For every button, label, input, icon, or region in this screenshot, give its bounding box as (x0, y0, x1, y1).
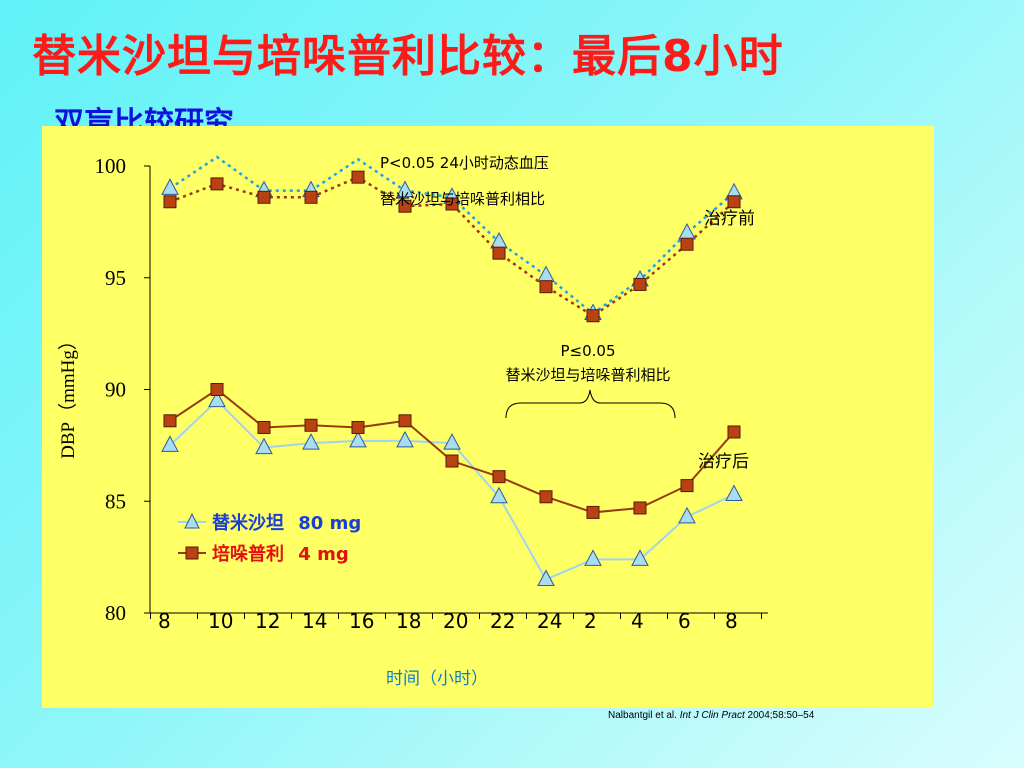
x-axis-label: 时间（小时） (386, 669, 488, 689)
y-tick-label: 85 (105, 489, 126, 513)
triangle-marker (537, 265, 555, 283)
series-3-square-dotted (163, 170, 741, 323)
x-tick-label: 2 (584, 609, 597, 633)
square-marker (398, 414, 412, 428)
annotation-top-p: P<0.05 24小时动态血压 (380, 154, 549, 172)
square-marker (163, 195, 177, 209)
triangle-marker (255, 437, 273, 455)
square-marker (304, 418, 318, 432)
x-ticks: 8 10 12 14 16 18 20 22 24 2 4 6 8 (150, 609, 762, 633)
square-marker (633, 277, 647, 291)
square-marker (210, 177, 224, 191)
square-marker (586, 505, 600, 519)
legend-perindopril-name: 培哚普利 (212, 543, 284, 565)
y-ticks: 80 85 90 95 100 (95, 154, 150, 625)
citation: Nalbantgil et al. Int J Clin Pract 2004;… (608, 710, 814, 721)
x-tick-label: 24 (537, 609, 562, 633)
triangle-marker (678, 506, 696, 524)
triangle-marker (349, 430, 367, 448)
x-tick-label: 10 (208, 609, 233, 633)
triangle-marker (161, 435, 179, 452)
square-marker (445, 454, 459, 468)
svg-text:替米沙坦 80 mg: 替米沙坦 80 mg (212, 512, 361, 534)
series-line (169, 155, 735, 316)
y-tick-label: 100 (95, 154, 127, 178)
square-marker (727, 425, 741, 439)
triangle-marker (631, 549, 649, 566)
series-2-triangle-dotted (161, 155, 743, 321)
x-tick-label: 14 (302, 609, 327, 633)
square-marker (539, 490, 553, 504)
square-marker (727, 195, 741, 209)
citation-details: 2004;58:50–54 (744, 710, 815, 721)
triangle-marker (584, 549, 602, 566)
square-marker (210, 383, 224, 396)
square-marker (257, 190, 271, 204)
legend-telmisartan-dose: 80 mg (298, 513, 361, 534)
annotation-brace (505, 389, 676, 419)
triangle-marker (678, 222, 696, 240)
square-marker (445, 197, 459, 211)
square-marker (492, 246, 506, 260)
x-tick-label: 22 (490, 609, 515, 633)
series-0-triangle-solid (161, 390, 743, 586)
label-before-treatment: 治疗前 (704, 209, 755, 229)
x-tick-label: 8 (725, 609, 738, 633)
annotation-top-text: 替米沙坦与培哚普利相比 (380, 190, 545, 208)
x-tick-label: 20 (443, 609, 468, 633)
series-line (169, 388, 735, 514)
series-1-square-solid (163, 383, 741, 519)
triangle-marker (725, 484, 743, 502)
legend-triangle-marker (184, 512, 200, 529)
label-after-treatment: 治疗后 (698, 452, 749, 472)
y-tick-label: 95 (105, 266, 126, 290)
x-tick-label: 6 (678, 609, 691, 633)
legend: 替米沙坦 80 mg 培哚普利 4 mg (178, 512, 361, 565)
citation-authors: Nalbantgil et al. (608, 710, 680, 721)
square-marker (680, 237, 694, 251)
square-marker (304, 190, 318, 204)
square-marker (633, 501, 647, 515)
triangle-marker (302, 433, 320, 450)
slide-title: 替米沙坦与培哚普利比较：最后8小时 (32, 31, 784, 82)
x-tick-label: 18 (396, 609, 421, 633)
annotation-mid-text: 替米沙坦与培哚普利相比 (505, 366, 670, 384)
y-tick-label: 90 (105, 378, 126, 402)
square-marker (492, 470, 506, 484)
triangle-marker (208, 390, 226, 408)
square-marker (398, 199, 412, 213)
x-tick-label: 4 (631, 609, 644, 633)
series-layer (161, 155, 743, 586)
square-marker (539, 280, 553, 294)
square-marker (586, 309, 600, 323)
x-tick-label: 12 (255, 609, 280, 633)
citation-journal: Int J Clin Pract (679, 710, 745, 721)
triangle-marker (161, 178, 179, 195)
legend-telmisartan-name: 替米沙坦 (212, 512, 284, 534)
square-marker (257, 420, 271, 434)
legend-perindopril-dose: 4 mg (298, 544, 348, 565)
square-marker (163, 414, 177, 428)
x-tick-label: 8 (158, 609, 171, 633)
svg-text:培哚普利 4 mg: 培哚普利 4 mg (212, 543, 349, 565)
legend-square-marker (185, 546, 199, 560)
annotation-mid-p: P≤0.05 (560, 342, 615, 360)
y-axis-label: DBP（mmHg） (57, 331, 79, 459)
triangle-marker (396, 180, 414, 198)
chart-panel (42, 126, 934, 708)
triangle-marker (443, 433, 461, 450)
triangle-marker (490, 486, 508, 504)
square-marker (351, 170, 365, 184)
y-tick-label: 80 (105, 601, 126, 625)
triangle-marker (537, 569, 555, 586)
square-marker (680, 479, 694, 493)
square-marker (351, 420, 365, 434)
x-tick-label: 16 (349, 609, 374, 633)
triangle-marker (396, 430, 414, 448)
